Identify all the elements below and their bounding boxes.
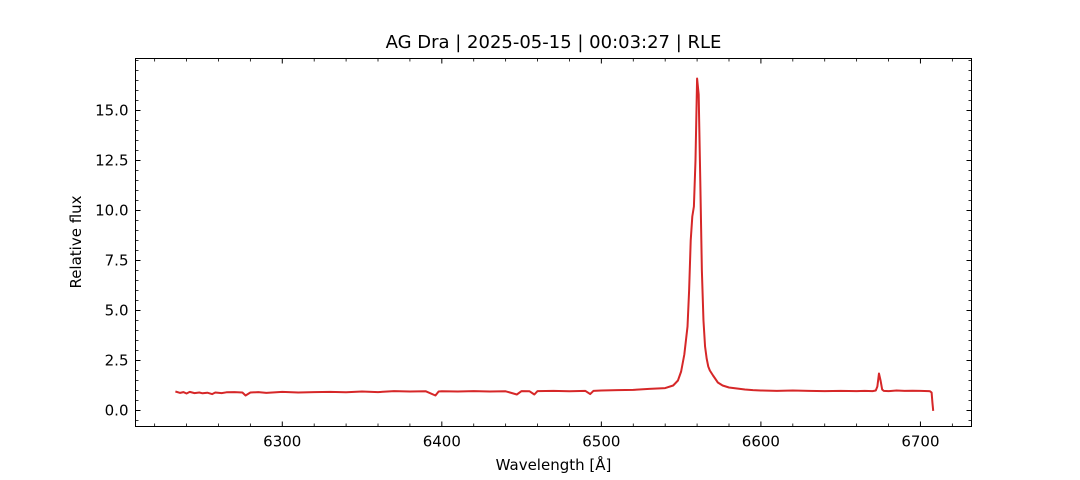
x-tick-label: 6700	[901, 433, 939, 451]
y-tick-label: 15.0	[95, 102, 128, 120]
y-tick-label: 0.0	[105, 402, 129, 420]
y-tick-label: 10.0	[95, 202, 128, 220]
plot-area	[175, 77, 935, 411]
chart-title: AG Dra | 2025-05-15 | 00:03:27 | RLE	[386, 32, 722, 53]
y-tick-label: 2.5	[105, 352, 129, 370]
y-tick-label: 5.0	[105, 302, 129, 320]
x-tick-label: 6300	[263, 433, 301, 451]
x-tick-label: 6400	[423, 433, 461, 451]
axis-ticks: 6300 6400 6500 6600 6700 0.0 2.5 5.0 7.5 10.0 12.5…	[95, 58, 972, 451]
x-axis-label: Wavelength [Å]	[496, 455, 612, 474]
y-tick-label: 12.5	[95, 152, 128, 170]
y-axis-label: Relative flux	[67, 195, 85, 288]
spectrum-line	[175, 77, 935, 411]
plot-frame	[135, 58, 972, 427]
x-tick-label: 6600	[742, 433, 780, 451]
y-tick-label: 7.5	[105, 252, 129, 270]
x-tick-label: 6500	[582, 433, 620, 451]
